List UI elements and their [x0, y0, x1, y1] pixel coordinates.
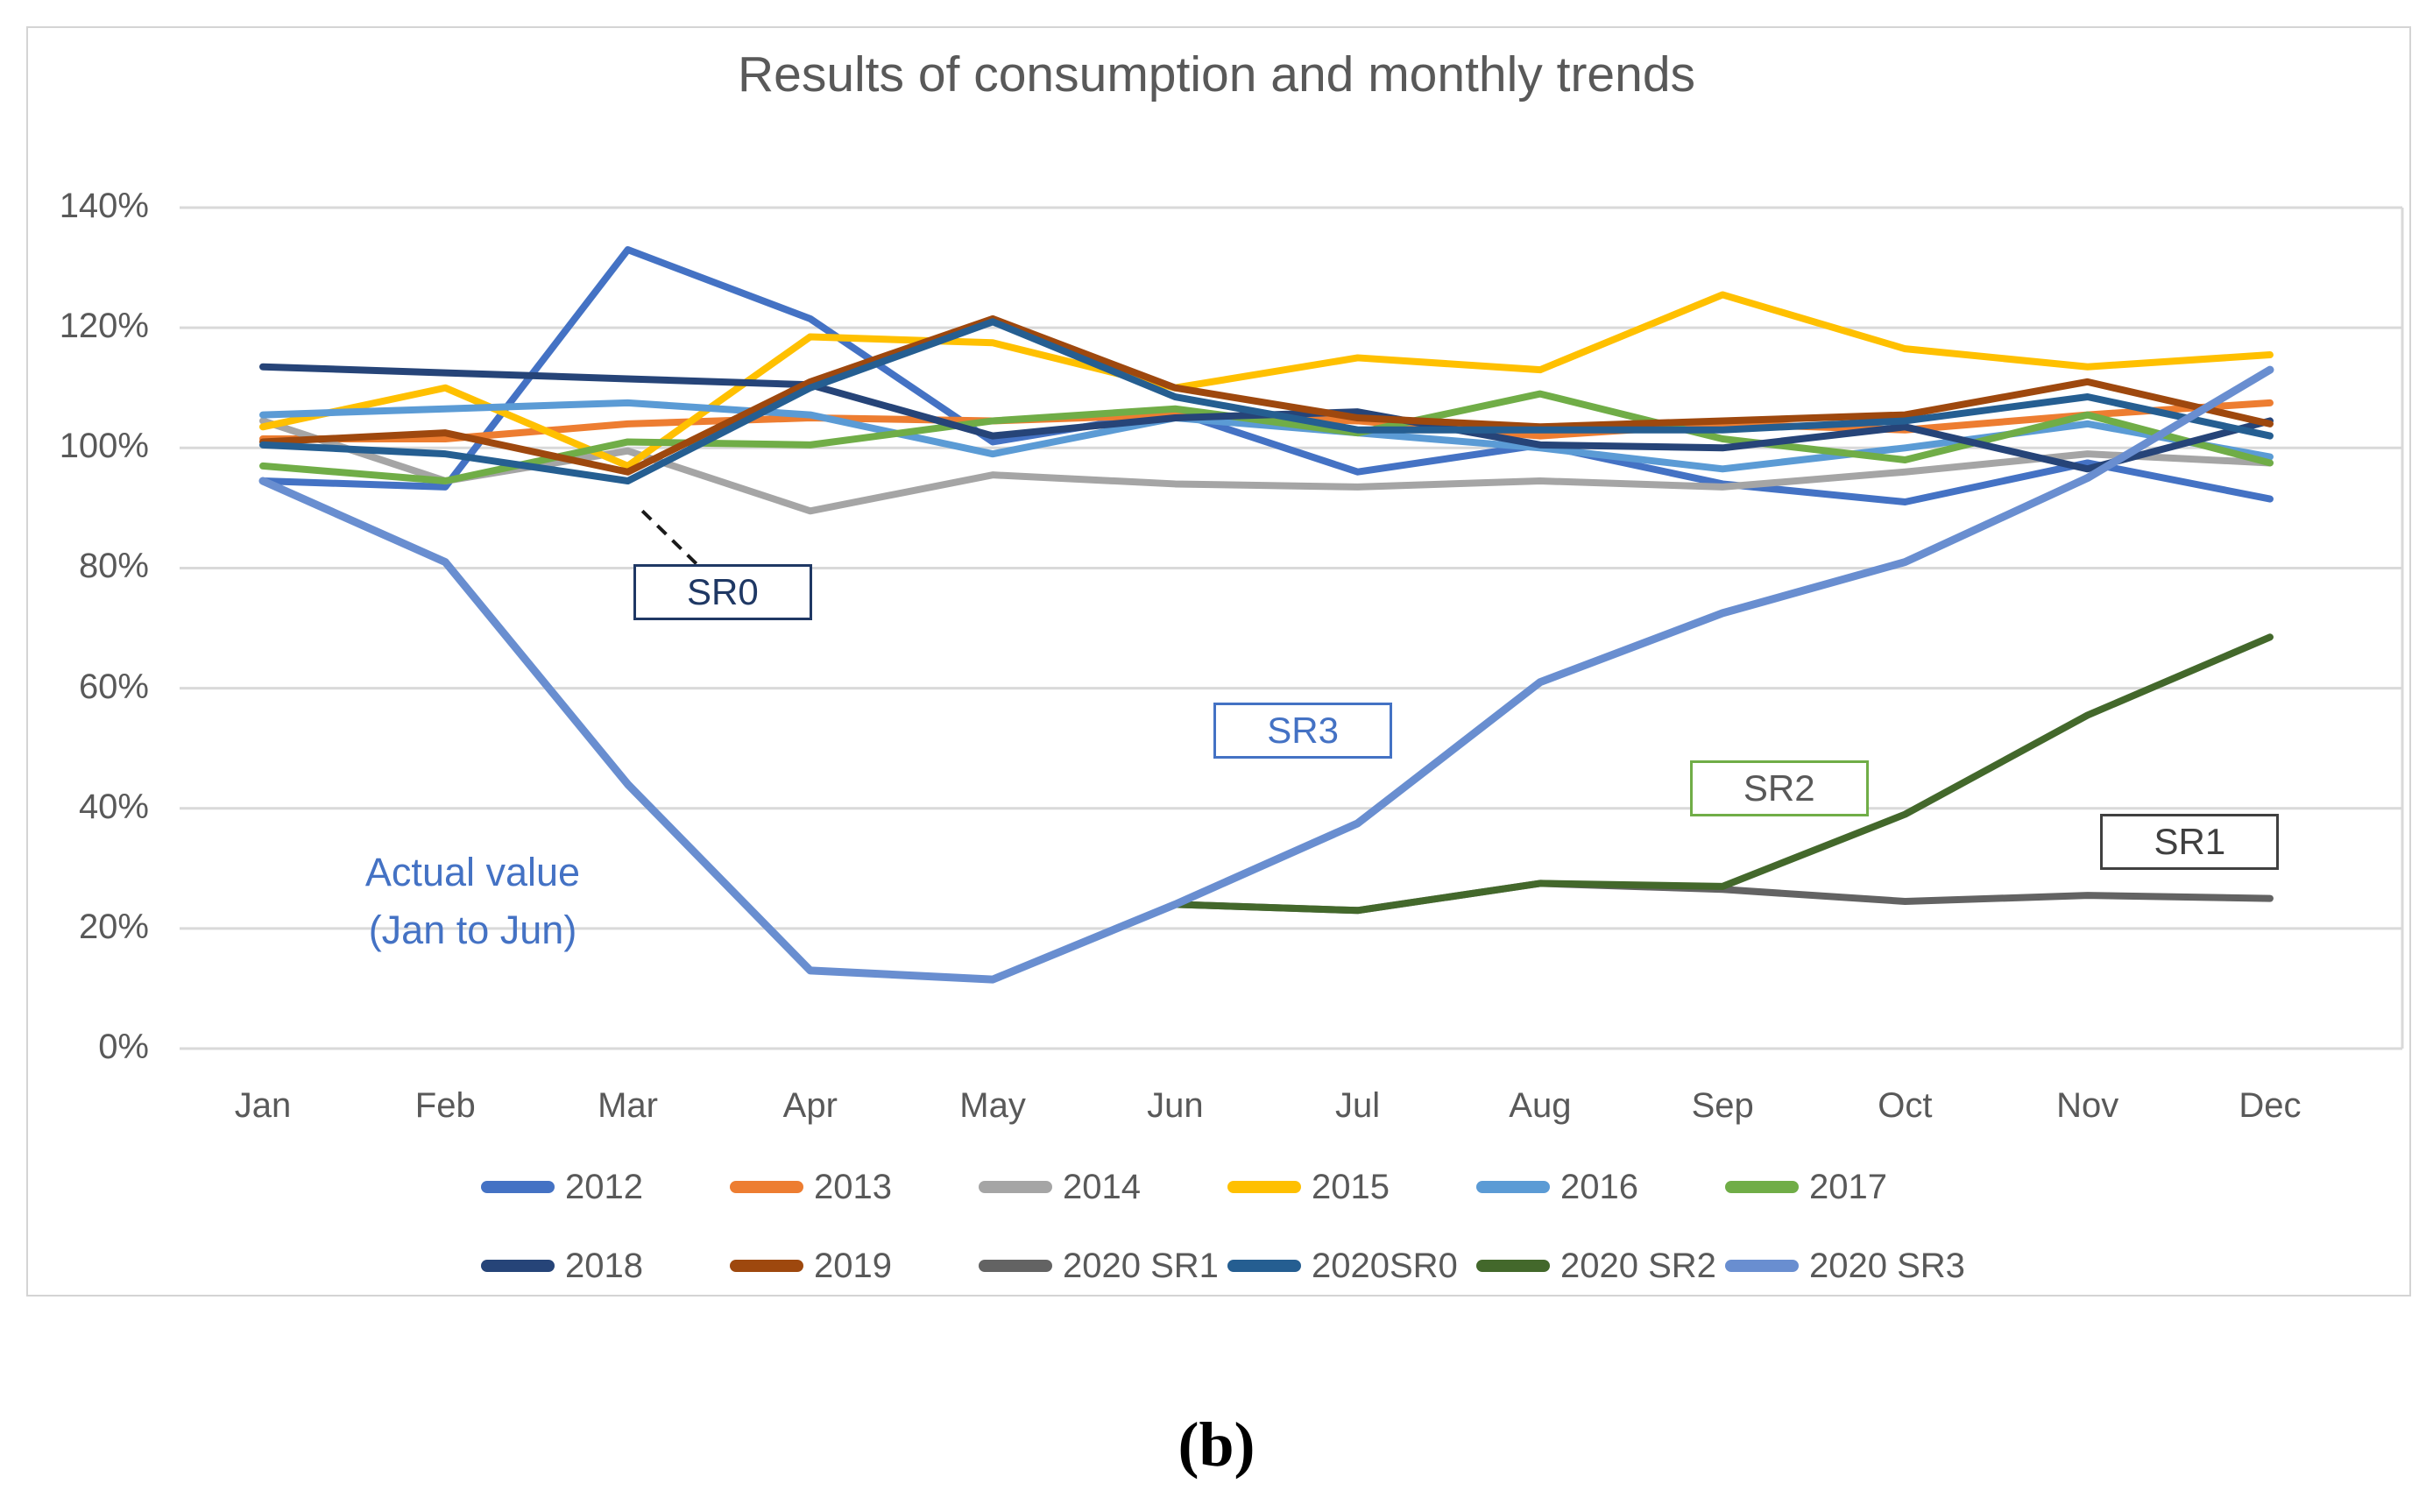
x-axis-tick-label: Dec: [2239, 1086, 2302, 1125]
y-axis-tick-label: 100%: [59, 427, 149, 466]
y-axis-tick-label: 60%: [78, 667, 149, 706]
series-line-2020-sr2: [1171, 633, 2274, 915]
actual-value-note: Actual value (Jan to Jun): [364, 850, 581, 952]
y-axis-tick-label: 40%: [78, 787, 149, 826]
sr3-label: SR3: [1213, 702, 1393, 759]
legend-label: 2013: [814, 1167, 892, 1206]
legend-item-2013: 2013: [730, 1168, 892, 1206]
legend-item-2014: 2014: [979, 1168, 1141, 1206]
chart-title: Results of consumption and monthly trend…: [737, 46, 1696, 102]
x-axis-tick-label: Feb: [414, 1086, 476, 1125]
legend-item-2017: 2017: [1725, 1168, 1887, 1206]
x-axis-tick-label: Apr: [782, 1086, 838, 1125]
legend-item-2020-sr1: 2020 SR1: [979, 1247, 1219, 1285]
legend-swatch: [481, 1260, 555, 1272]
legend-item-2018: 2018: [481, 1247, 643, 1285]
legend-label: 2020 SR2: [1560, 1246, 1716, 1285]
legend-label: 2020 SR1: [1063, 1246, 1219, 1285]
legend-swatch: [979, 1260, 1052, 1272]
series-line-2017: [259, 390, 2274, 485]
sr0-label: SR0: [633, 563, 812, 620]
legend-item-2019: 2019: [730, 1247, 892, 1285]
legend-item-2020sr0: 2020SR0: [1227, 1247, 1458, 1285]
legend-label: 2017: [1809, 1167, 1887, 1206]
sr1-label: SR1: [2100, 814, 2280, 871]
x-axis-tick-label: Oct: [1878, 1086, 1933, 1125]
figure-caption: (b): [1178, 1410, 1255, 1480]
legend-swatch: [1227, 1181, 1301, 1193]
x-axis-tick-label: Nov: [2056, 1086, 2119, 1125]
sr2-label: SR2: [1689, 760, 1869, 817]
legend-label: 2019: [814, 1246, 892, 1285]
legend-swatch: [730, 1181, 803, 1193]
legend-item-2020-sr3: 2020 SR3: [1725, 1247, 1965, 1285]
legend-item-2016: 2016: [1476, 1168, 1638, 1206]
series-line-2012: [259, 246, 2274, 506]
legend-label: 2016: [1560, 1167, 1638, 1206]
series-line-2020sr0: [259, 318, 2274, 485]
series-line-2015: [259, 291, 2274, 470]
legend-swatch: [481, 1181, 555, 1193]
y-axis-tick-label: 0%: [98, 1028, 149, 1066]
x-axis-tick-label: Jun: [1147, 1086, 1204, 1125]
x-axis-tick-label: Aug: [1509, 1086, 1572, 1125]
legend-swatch: [1476, 1181, 1550, 1193]
legend-label: 2015: [1312, 1167, 1390, 1206]
x-axis-tick-label: Jul: [1335, 1086, 1381, 1125]
legend-swatch: [1227, 1260, 1301, 1272]
legend-swatch: [1476, 1260, 1550, 1272]
series-line-2019: [259, 314, 2274, 476]
series-line-2014: [259, 417, 2274, 515]
x-axis-tick-label: May: [959, 1086, 1026, 1125]
series-line-2020-sr3: [258, 365, 2274, 984]
chart-frame: [26, 26, 2411, 1297]
legend-label: 2020 SR3: [1809, 1246, 1965, 1285]
x-axis-tick-label: Jan: [234, 1086, 292, 1125]
legend-swatch: [1725, 1181, 1799, 1193]
x-axis-tick-label: Sep: [1691, 1086, 1754, 1125]
legend-swatch: [730, 1260, 803, 1272]
legend-item-2020-sr2: 2020 SR2: [1476, 1247, 1716, 1285]
legend-swatch: [979, 1181, 1052, 1193]
series-line-2016: [259, 399, 2274, 473]
legend-item-2012: 2012: [481, 1168, 643, 1206]
legend-label: 2018: [565, 1246, 643, 1285]
legend-label: 2014: [1063, 1167, 1141, 1206]
y-axis-tick-label: 140%: [59, 187, 149, 226]
y-axis-tick-label: 20%: [78, 907, 149, 946]
legend-item-2015: 2015: [1227, 1168, 1390, 1206]
sr0-callout: [640, 509, 701, 568]
legend-label: 2012: [565, 1167, 643, 1206]
y-axis-tick-label: 80%: [78, 547, 149, 586]
x-axis-tick-label: Mar: [598, 1086, 658, 1125]
legend-label: 2020SR0: [1312, 1246, 1458, 1285]
y-axis-tick-label: 120%: [59, 307, 149, 346]
legend-swatch: [1725, 1260, 1799, 1272]
